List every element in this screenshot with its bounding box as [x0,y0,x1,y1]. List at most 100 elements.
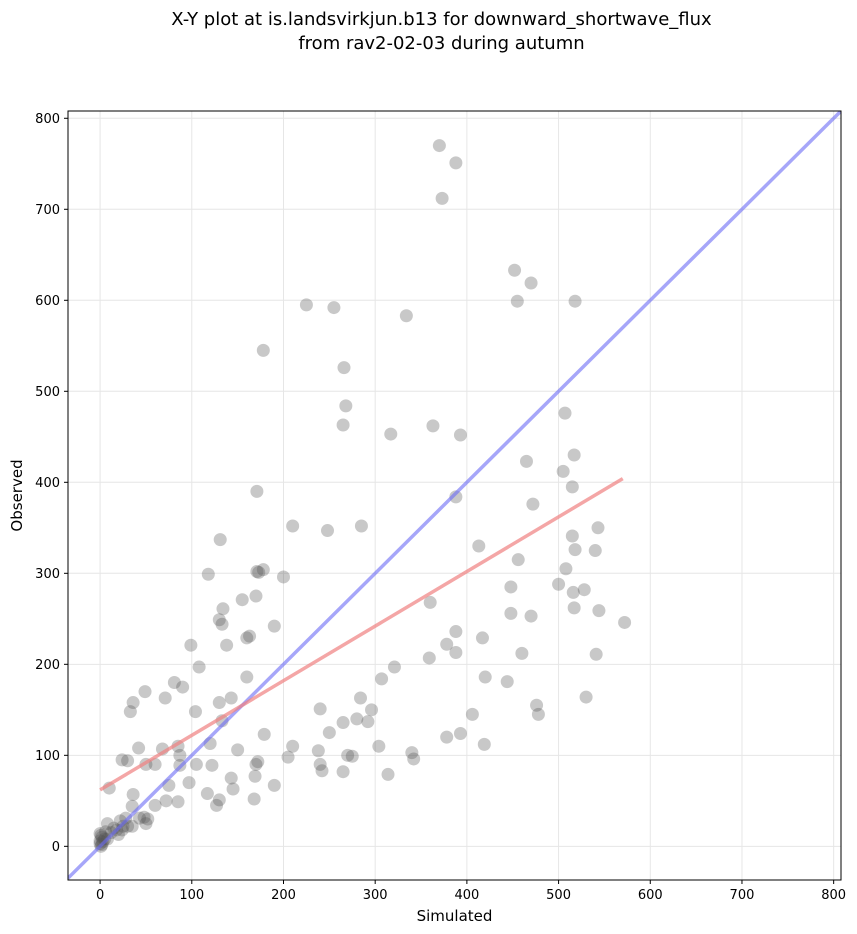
data-point [192,660,206,674]
y-axis-ticks: 0 100 200 300 400 500 600 700 800 [35,112,68,855]
data-point [248,769,262,783]
x-axis-ticks: 0 100 200 300 400 500 600 700 800 [96,880,846,903]
data-point [132,741,146,755]
x-tick-label: 300 [363,888,388,903]
data-point [201,567,215,581]
identity-line [68,111,841,880]
data-point [159,794,173,808]
data-point [250,484,264,498]
chart-title-line-2: from rav2-02-03 during autumn [298,33,585,54]
data-point [477,737,491,751]
data-point [375,672,389,686]
data-points [93,139,632,853]
data-point [299,298,313,312]
data-point [247,792,261,806]
data-point [453,428,467,442]
data-point [267,619,281,633]
data-point [592,604,606,618]
data-point [558,406,572,420]
data-point [510,294,524,308]
data-point [231,743,245,757]
y-tick-label: 300 [35,567,60,582]
data-point [119,811,133,825]
data-point [205,758,219,772]
data-point [449,645,463,659]
data-point [176,680,190,694]
data-point [519,454,533,468]
plot-area [68,111,841,880]
data-point [167,676,181,690]
data-point [220,638,234,652]
data-point [281,750,295,764]
y-axis-label: Observed [8,459,26,531]
data-point [98,832,112,846]
data-point [475,631,489,645]
y-tick-label: 400 [35,476,60,491]
data-point [565,480,579,494]
data-point [313,757,327,771]
data-point [435,191,449,205]
data-point [276,570,290,584]
data-point [337,361,351,375]
regression-line [99,477,624,792]
data-point [500,675,514,689]
data-point [126,787,140,801]
y-tick-label: 100 [35,749,60,764]
data-point [504,580,518,594]
data-point [524,276,538,290]
data-point [226,782,240,796]
data-point [148,798,162,812]
data-point [422,651,436,665]
data-point [267,778,281,792]
data-point [399,309,413,323]
data-point [311,744,325,758]
data-point [243,629,257,643]
data-point [577,583,591,597]
data-point [449,156,463,170]
data-point [93,827,107,841]
data-point [350,712,364,726]
data-point [104,826,118,840]
data-point [530,698,544,712]
data-point [589,647,603,661]
data-point [256,343,270,357]
data-point [210,798,224,812]
data-point [188,705,202,719]
data-point [235,593,249,607]
data-point [465,707,479,721]
data-point [579,690,593,704]
data-point [123,705,137,719]
data-point [423,595,437,609]
data-point [531,707,545,721]
data-point [212,613,226,627]
data-point [567,448,581,462]
data-point [139,817,153,831]
data-point [365,703,379,717]
data-point [524,609,538,623]
data-point [133,811,147,825]
data-point [322,726,336,740]
y-tick-label: 600 [35,294,60,309]
data-point [336,765,350,779]
data-point [313,702,327,716]
data-point [257,727,271,741]
data-point [478,670,492,684]
data-point [405,746,419,760]
data-point [565,529,579,543]
data-point [240,670,254,684]
data-point [556,464,570,478]
x-tick-label: 100 [179,888,204,903]
data-point [216,602,230,616]
data-point [224,691,238,705]
x-tick-label: 400 [454,888,479,903]
data-point [566,585,580,599]
data-point [93,837,107,851]
data-point [449,490,463,504]
plot-frame [67,110,842,881]
x-tick-label: 200 [271,888,296,903]
data-point [213,533,227,547]
x-tick-label: 700 [730,888,755,903]
x-tick-label: 600 [638,888,663,903]
data-point [361,715,375,729]
